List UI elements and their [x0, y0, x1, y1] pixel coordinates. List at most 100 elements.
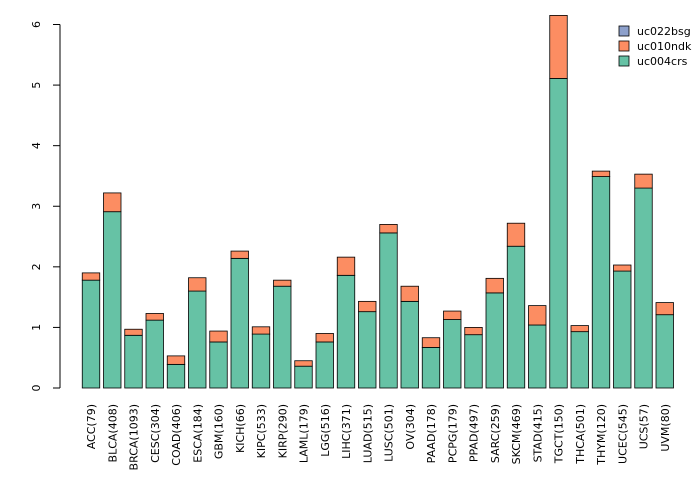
- x-tick-label: LUSC(501): [383, 404, 396, 462]
- x-tick-label: ESCA(184): [191, 404, 204, 463]
- bar-uc010ndk-1: [103, 192, 122, 213]
- bar-uc010ndk-23: [570, 325, 589, 333]
- legend: uc022bsg uc010ndk uc004crs: [618, 25, 692, 68]
- bar-uc010ndk-27: [655, 302, 674, 316]
- legend-label-uc010ndk: uc010ndk: [637, 40, 692, 53]
- y-axis: 0 1 2 3 4 5 6: [30, 21, 61, 392]
- x-tick-label: LUAD(515): [361, 404, 374, 463]
- bar-uc004crs-16: [421, 347, 441, 389]
- y-tick-label: 2: [30, 263, 43, 270]
- bar-uc004crs-8: [251, 333, 271, 389]
- x-tick-label: KIPC(533): [255, 404, 268, 458]
- x-tick-label: GBM(160): [213, 404, 226, 459]
- x-tick-label: COAD(406): [170, 404, 183, 466]
- bar-uc010ndk-2: [124, 328, 143, 336]
- bar-uc010ndk-25: [613, 264, 632, 272]
- bar-uc004crs-17: [443, 319, 462, 389]
- x-tick-label: UCEC(545): [616, 404, 629, 464]
- x-tick-label: PAAD(178): [425, 404, 438, 463]
- x-tick-label: OV(304): [404, 404, 417, 450]
- y-tick-label: 1: [30, 324, 43, 331]
- x-tick-label: STAD(415): [531, 404, 544, 462]
- legend-swatch-uc010ndk: [618, 40, 630, 52]
- x-tick-label: PCPG(179): [446, 404, 459, 463]
- x-tick-label: UCS(57): [638, 404, 651, 449]
- x-tick-label: BRCA(1093): [128, 404, 141, 470]
- bar-uc010ndk-5: [188, 277, 207, 292]
- bar-uc004crs-18: [464, 334, 483, 389]
- x-tick-label: KICH(66): [234, 404, 247, 453]
- bar-uc004crs-6: [209, 341, 228, 389]
- legend-label-uc022bsg: uc022bsg: [637, 25, 691, 38]
- bar-uc004crs-5: [188, 290, 207, 389]
- y-tick-label: 6: [30, 21, 43, 28]
- bar-uc010ndk-20: [506, 222, 526, 247]
- bar-uc004crs-23: [570, 331, 589, 389]
- bar-uc004crs-13: [358, 311, 377, 389]
- bar-uc010ndk-18: [464, 327, 483, 336]
- bar-uc004crs-22: [549, 78, 568, 389]
- bar-uc004crs-9: [273, 285, 292, 389]
- x-tick-label: TGCT(150): [553, 404, 566, 464]
- bar-uc004crs-2: [124, 334, 143, 389]
- bar-uc004crs-3: [145, 319, 164, 389]
- bar-uc004crs-4: [166, 363, 186, 389]
- legend-label-uc004crs: uc004crs: [637, 55, 688, 68]
- bar-uc010ndk-24: [591, 170, 611, 177]
- bar-uc010ndk-4: [166, 355, 186, 365]
- x-tick-label: BLCA(408): [106, 404, 119, 462]
- bar-uc004crs-20: [506, 245, 526, 389]
- x-tick-label: UVM(80): [659, 404, 672, 452]
- bar-uc004crs-25: [613, 270, 632, 389]
- bar-uc004crs-27: [655, 314, 674, 389]
- x-tick-label: THYM(120): [595, 404, 608, 466]
- y-tick-label: 3: [30, 203, 43, 210]
- bar-uc004crs-7: [230, 257, 249, 389]
- x-tick-label: SKCM(469): [510, 404, 523, 464]
- bar-uc004crs-12: [336, 274, 356, 389]
- bars: [81, 15, 674, 389]
- legend-swatch-uc004crs: [618, 55, 630, 67]
- bar-uc010ndk-16: [421, 337, 441, 348]
- bar-uc010ndk-11: [315, 333, 334, 343]
- bar-uc004crs-0: [81, 279, 101, 389]
- bar-uc010ndk-7: [230, 250, 249, 259]
- bar-uc010ndk-6: [209, 330, 228, 343]
- bar-uc004crs-26: [634, 187, 653, 389]
- bar-uc010ndk-8: [251, 326, 271, 335]
- x-tick-label: LGG(516): [319, 404, 332, 457]
- bar-uc010ndk-12: [336, 256, 356, 276]
- bar-uc004crs-19: [485, 292, 504, 389]
- bar-uc004crs-1: [103, 211, 122, 389]
- bar-uc010ndk-9: [273, 279, 292, 287]
- bar-uc010ndk-0: [81, 272, 101, 281]
- bar-uc010ndk-17: [443, 310, 462, 320]
- bar-uc010ndk-19: [485, 277, 504, 294]
- y-tick-label: 5: [30, 82, 43, 89]
- bar-uc004crs-21: [528, 324, 547, 389]
- bar-uc004crs-15: [400, 300, 419, 389]
- bar-uc010ndk-26: [634, 173, 653, 189]
- bar-uc004crs-24: [591, 176, 611, 389]
- bar-uc004crs-14: [379, 232, 398, 389]
- x-tick-label: LAML(179): [298, 404, 311, 463]
- x-tick-label: PPAD(497): [468, 404, 481, 462]
- x-tick-label: KIRP(290): [276, 404, 289, 458]
- legend-swatch-uc022bsg: [618, 25, 630, 37]
- y-tick-label: 0: [30, 385, 43, 392]
- x-tick-label: SARC(259): [489, 404, 502, 463]
- bar-uc010ndk-22: [549, 15, 568, 79]
- bar-uc004crs-10: [294, 365, 313, 389]
- x-tick-label: CESC(304): [149, 404, 162, 463]
- bar-uc010ndk-14: [379, 224, 398, 234]
- bar-uc004crs-11: [315, 341, 334, 389]
- x-tick-label: THCA(501): [574, 404, 587, 465]
- bar-uc010ndk-10: [294, 360, 313, 367]
- x-axis-labels: ACC(79) BLCA(408) BRCA(1093) CESC(304) COAD(…: [85, 404, 672, 470]
- bar-uc010ndk-21: [528, 305, 547, 326]
- bar-uc010ndk-13: [358, 300, 377, 313]
- x-tick-label: LIHC(371): [340, 404, 353, 459]
- bar-uc010ndk-3: [145, 313, 164, 321]
- x-tick-label: ACC(79): [85, 404, 98, 449]
